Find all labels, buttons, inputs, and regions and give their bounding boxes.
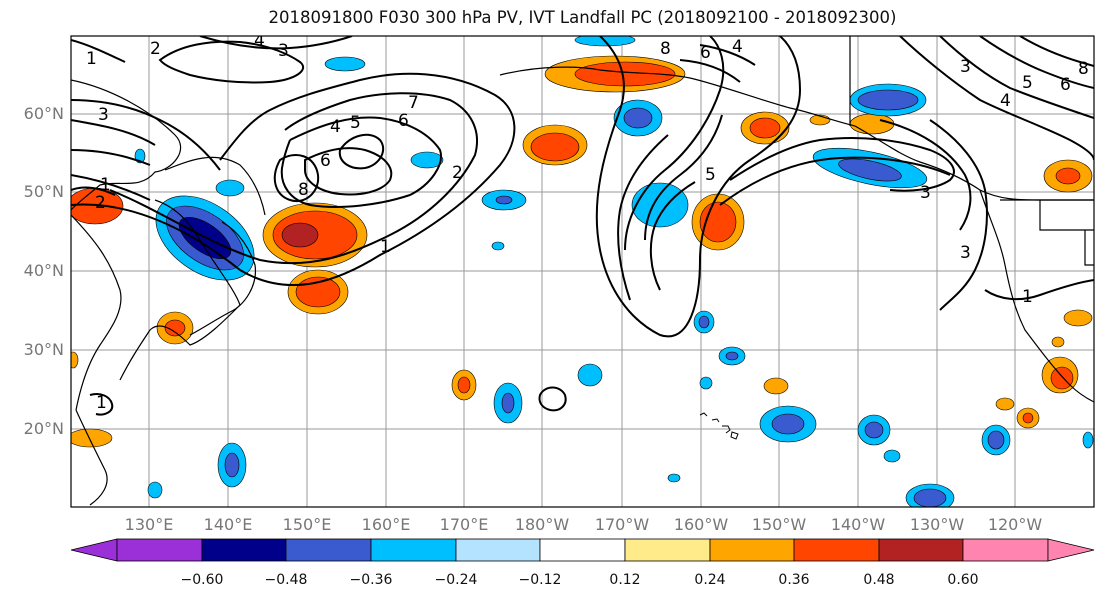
lat-label-50n: 50°N <box>23 182 64 201</box>
contour-label-1c: 1 <box>96 393 107 413</box>
lon-label-140w: 140°W <box>830 515 886 534</box>
colorbar-tick-1: −0.60 <box>180 572 224 588</box>
contour-label-5a: 5 <box>350 113 361 133</box>
contour-label-8a: 8 <box>298 180 309 200</box>
contour-label-6a: 6 <box>398 111 409 131</box>
lat-label-60n: 60°N <box>23 104 64 123</box>
colorbar-min-extension <box>70 538 118 562</box>
lon-label-160w: 160°W <box>673 515 729 534</box>
contour-label-1b: 1 <box>380 237 391 257</box>
map-area: 1 2 3 1 2 4 5 6 7 8 6 3 4 2 8 6 5 4 3 3 … <box>71 31 1094 507</box>
colorbar-bin-9 <box>793 538 880 562</box>
colorbar-tick-3: −0.36 <box>349 572 393 588</box>
colorbar-tick-2: −0.48 <box>264 572 308 588</box>
colorbar-max-extension <box>1047 538 1095 562</box>
pv-contours <box>71 36 1094 416</box>
contour-label-5c: 5 <box>1022 73 1033 93</box>
positive-anomaly-shading <box>71 55 1093 448</box>
map-title: 2018091800 F030 300 hPa PV, IVT Landfall… <box>268 8 897 27</box>
colorbar-tick-7: 0.24 <box>694 572 726 588</box>
contour-label-3c: 3 <box>920 183 931 203</box>
lon-label-170w: 170°W <box>594 515 650 534</box>
contour-label-8b: 8 <box>660 39 671 59</box>
contour-label-1e: 1 <box>86 49 97 69</box>
colorbar-bin-11 <box>962 538 1049 562</box>
lat-label-40n: 40°N <box>23 261 64 280</box>
colorbar-bin-1 <box>116 538 203 562</box>
coastlines <box>71 36 1094 506</box>
hawaii-islands <box>699 412 739 440</box>
contour-label-6b: 6 <box>320 151 331 171</box>
colorbar-bin-2 <box>201 538 287 562</box>
lon-label-160e: 160°E <box>361 515 411 534</box>
contour-label-2a: 2 <box>95 193 106 213</box>
contour-label-4a: 4 <box>330 117 341 137</box>
colorbar-tick-10: 0.60 <box>947 572 979 588</box>
lon-label-140e: 140°E <box>203 515 253 534</box>
lat-label-20n: 20°N <box>23 419 64 438</box>
contour-label-7a: 7 <box>408 93 419 113</box>
contour-label-1a: 1 <box>100 175 111 195</box>
contour-label-6c: 6 <box>700 43 711 63</box>
contour-label-2c: 2 <box>150 39 161 59</box>
contour-label-2b: 2 <box>452 163 463 183</box>
contour-label-6d: 6 <box>1060 75 1071 95</box>
colorbar-bin-3 <box>285 538 372 562</box>
contour-label-4d: 4 <box>1000 91 1011 111</box>
contour-label-3e: 3 <box>960 57 971 77</box>
contour-label-1d: 1 <box>1022 287 1033 307</box>
colorbar-tick-9: 0.48 <box>863 572 895 588</box>
lat-label-30n: 30°N <box>23 340 64 359</box>
colorbar-bin-6 <box>539 538 626 562</box>
contour-label-4b: 4 <box>254 31 265 51</box>
lon-label-130w: 130°W <box>909 515 965 534</box>
colorbar-tick-8: 0.36 <box>778 572 810 588</box>
colorbar-tick-4: −0.24 <box>434 572 478 588</box>
contour-label-3d: 3 <box>960 243 971 263</box>
colorbar-tick-5: −0.12 <box>518 572 562 588</box>
lon-label-180w: 180°W <box>514 515 570 534</box>
lon-label-150w: 150°W <box>751 515 807 534</box>
lon-label-130e: 130°E <box>124 515 174 534</box>
lon-label-120w: 120°W <box>987 515 1043 534</box>
lon-label-150e: 150°E <box>282 515 332 534</box>
colorbar <box>70 538 1095 562</box>
colorbar-bin-5 <box>455 538 541 562</box>
contour-label-8c: 8 <box>1078 59 1089 79</box>
colorbar-bin-8 <box>709 538 795 562</box>
contour-label-5b: 5 <box>705 165 716 185</box>
contour-label-3b: 3 <box>278 41 289 61</box>
contour-label-3a: 3 <box>98 105 109 125</box>
colorbar-bin-4 <box>370 538 457 562</box>
colorbar-bin-10 <box>878 538 964 562</box>
colorbar-tick-6: 0.12 <box>609 572 641 588</box>
map-frame <box>70 35 1095 508</box>
contour-labels: 1 2 3 1 2 4 5 6 7 8 6 3 4 2 8 6 5 4 3 3 … <box>86 31 1089 413</box>
colorbar-bin-7 <box>624 538 711 562</box>
contour-label-4c: 4 <box>732 37 743 57</box>
lon-label-170e: 170°E <box>439 515 489 534</box>
